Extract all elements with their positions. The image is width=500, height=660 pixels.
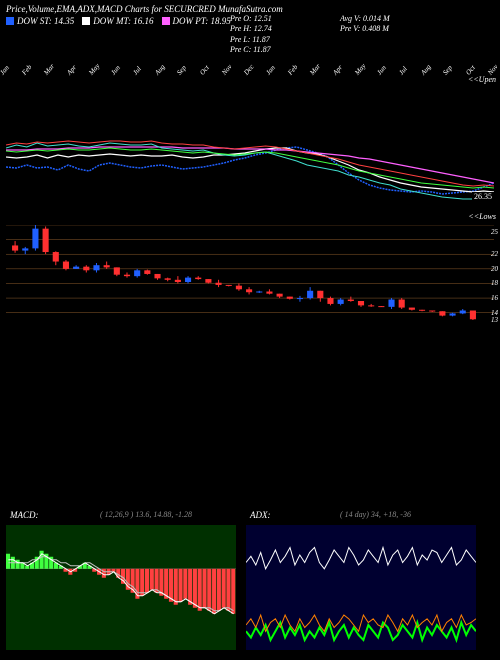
ema-annotation: 26.35 [472, 192, 494, 201]
adx-values: ( 14 day) 34, +18, -36 [340, 510, 411, 519]
ema-chart [6, 95, 494, 200]
adx-chart [246, 525, 476, 650]
stats-left: Pre O: 12.51Pre H: 12.74Pre L: 11.87Pre … [230, 14, 272, 56]
legend-item: DOW PT: 18.95 [162, 16, 231, 26]
stats-right: Avg V: 0.014 MPre V: 0.408 M [340, 14, 390, 35]
axis-lower-label: <<Lows [468, 212, 496, 221]
macd-values: ( 12,26,9 ) 13.6, 14.88, -1.28 [100, 510, 192, 519]
adx-label: ADX: [250, 510, 271, 520]
macd-label: MACD: [10, 510, 39, 520]
price-chart [6, 225, 494, 320]
macd-chart [6, 525, 236, 650]
legend-item: DOW ST: 14.35 [6, 16, 74, 26]
axis-upper-label: <<Upen [468, 75, 496, 84]
date-axis: JanFebMarAprMayJunJulAugSepOctNovDecJanF… [6, 68, 494, 88]
page-title: Price,Volume,EMA,ADX,MACD Charts for SEC… [6, 4, 494, 14]
legend-item: DOW MT: 16.16 [82, 16, 153, 26]
